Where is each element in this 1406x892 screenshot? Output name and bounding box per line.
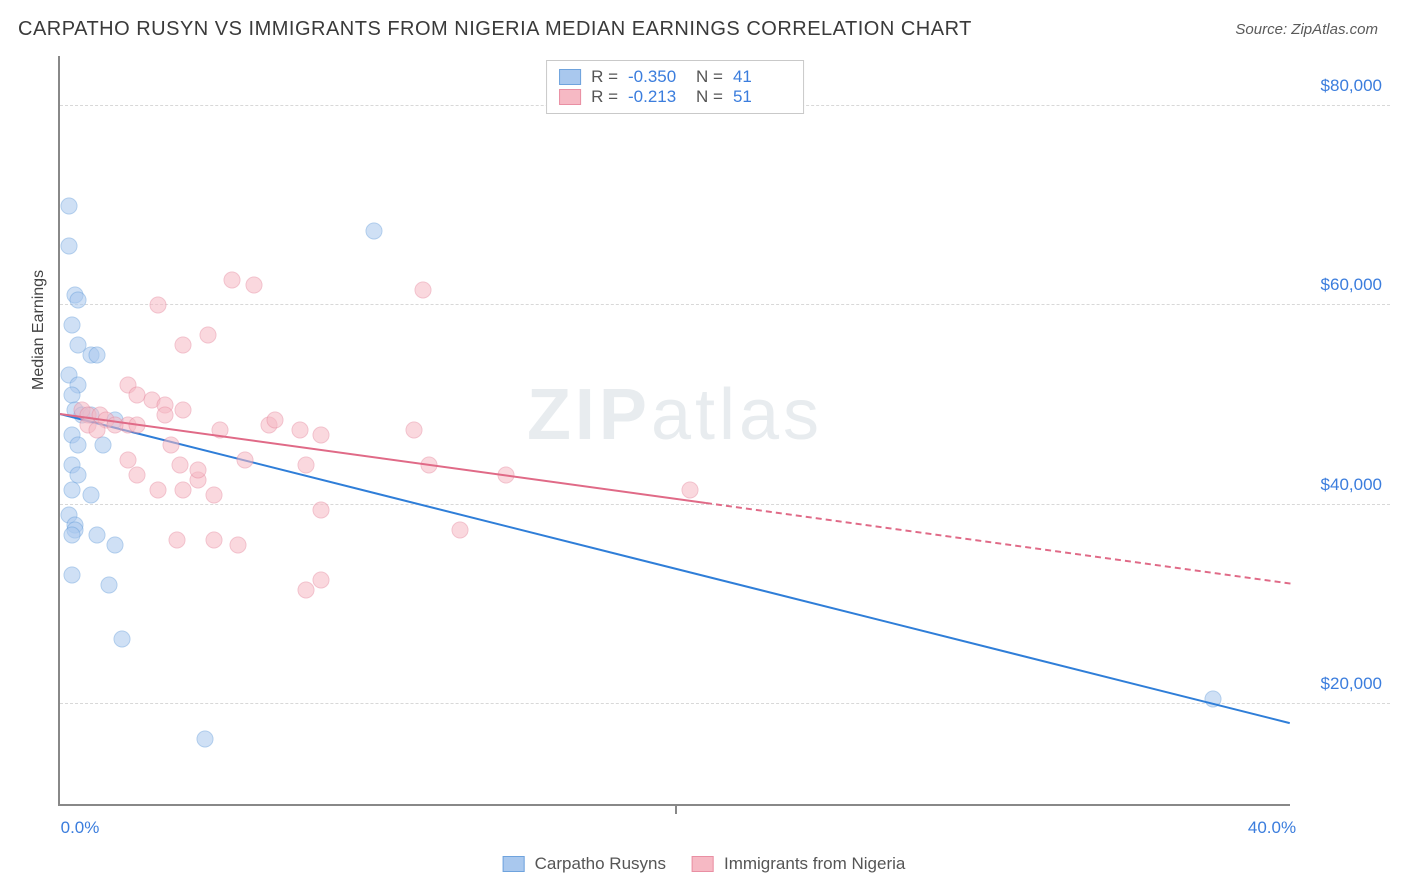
data-point-nigeria — [313, 501, 330, 518]
n-value-carpatho: 41 — [733, 67, 791, 87]
legend-item-carpatho: Carpatho Rusyns — [503, 854, 666, 874]
data-point-nigeria — [298, 581, 315, 598]
data-point-carpatho — [70, 292, 87, 309]
data-point-carpatho — [88, 347, 105, 364]
data-point-nigeria — [236, 451, 253, 468]
n-label: N = — [696, 87, 723, 107]
plot-area: ZIPatlas Median Earnings R =-0.350N =41R… — [58, 56, 1290, 806]
data-point-nigeria — [451, 521, 468, 538]
data-point-nigeria — [224, 272, 241, 289]
data-point-carpatho — [196, 731, 213, 748]
data-point-nigeria — [175, 337, 192, 354]
data-point-nigeria — [171, 456, 188, 473]
chart-container: ZIPatlas Median Earnings R =-0.350N =41R… — [18, 56, 1390, 876]
data-point-carpatho — [64, 566, 81, 583]
legend-row-carpatho: R = -0.350 N = 41 — [559, 67, 791, 87]
watermark: ZIPatlas — [527, 374, 823, 456]
data-point-nigeria — [175, 481, 192, 498]
chart-title: CARPATHO RUSYN VS IMMIGRANTS FROM NIGERI… — [18, 18, 972, 41]
y-tick-label: $20,000 — [1321, 674, 1382, 694]
data-point-nigeria — [156, 407, 173, 424]
data-point-nigeria — [313, 571, 330, 588]
gridline — [60, 304, 1390, 305]
series-legend: Carpatho Rusyns Immigrants from Nigeria — [503, 854, 906, 874]
correlation-legend: R = -0.350 N = 41 R = -0.213 N = 51 — [546, 60, 804, 114]
x-tick — [675, 804, 677, 814]
data-point-nigeria — [230, 536, 247, 553]
legend-item-nigeria: Immigrants from Nigeria — [692, 854, 905, 874]
legend-row-nigeria: R = -0.213 N = 51 — [559, 87, 791, 107]
r-value-nigeria: -0.213 — [628, 87, 686, 107]
data-point-carpatho — [101, 576, 118, 593]
n-label: N = — [696, 67, 723, 87]
data-point-nigeria — [313, 427, 330, 444]
data-point-nigeria — [414, 282, 431, 299]
data-point-nigeria — [168, 531, 185, 548]
data-point-carpatho — [88, 526, 105, 543]
data-point-carpatho — [61, 197, 78, 214]
n-value-nigeria: 51 — [733, 87, 791, 107]
legend-label-nigeria: Immigrants from Nigeria — [724, 854, 905, 874]
data-point-nigeria — [128, 466, 145, 483]
data-point-nigeria — [298, 456, 315, 473]
data-point-nigeria — [245, 277, 262, 294]
data-point-nigeria — [205, 531, 222, 548]
y-tick-label: $80,000 — [1321, 76, 1382, 96]
y-tick-label: $60,000 — [1321, 275, 1382, 295]
data-point-nigeria — [88, 422, 105, 439]
data-point-carpatho — [365, 222, 382, 239]
legend-swatch-carpatho — [559, 69, 581, 85]
legend-swatch-nigeria — [559, 89, 581, 105]
r-value-carpatho: -0.350 — [628, 67, 686, 87]
data-point-carpatho — [82, 486, 99, 503]
data-point-nigeria — [199, 327, 216, 344]
data-point-carpatho — [64, 481, 81, 498]
data-point-nigeria — [291, 422, 308, 439]
gridline — [60, 703, 1390, 704]
trendline-nigeria-extrapolated — [706, 502, 1291, 585]
y-tick-label: $40,000 — [1321, 475, 1382, 495]
data-point-carpatho — [95, 436, 112, 453]
data-point-carpatho — [61, 237, 78, 254]
data-point-nigeria — [205, 486, 222, 503]
r-label: R = — [591, 87, 618, 107]
data-point-nigeria — [682, 481, 699, 498]
data-point-nigeria — [405, 422, 422, 439]
data-point-carpatho — [64, 317, 81, 334]
data-point-carpatho — [64, 526, 81, 543]
data-point-carpatho — [113, 631, 130, 648]
data-point-nigeria — [267, 412, 284, 429]
data-point-nigeria — [150, 481, 167, 498]
legend-swatch-carpatho — [503, 856, 525, 872]
source-attribution: Source: ZipAtlas.com — [1235, 21, 1378, 38]
data-point-carpatho — [70, 436, 87, 453]
legend-swatch-nigeria — [692, 856, 714, 872]
data-point-nigeria — [190, 461, 207, 478]
data-point-nigeria — [162, 436, 179, 453]
y-axis-title: Median Earnings — [30, 270, 48, 390]
r-label: R = — [591, 67, 618, 87]
data-point-carpatho — [107, 536, 124, 553]
x-tick-label: 40.0% — [1248, 818, 1296, 838]
legend-label-carpatho: Carpatho Rusyns — [535, 854, 666, 874]
data-point-nigeria — [150, 297, 167, 314]
data-point-nigeria — [175, 402, 192, 419]
x-tick-label: 0.0% — [61, 818, 100, 838]
